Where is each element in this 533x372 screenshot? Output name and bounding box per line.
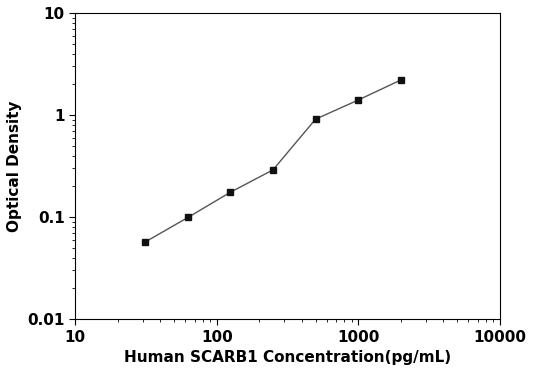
- X-axis label: Human SCARB1 Concentration(pg/mL): Human SCARB1 Concentration(pg/mL): [124, 350, 451, 365]
- Y-axis label: Optical Density: Optical Density: [7, 100, 22, 232]
